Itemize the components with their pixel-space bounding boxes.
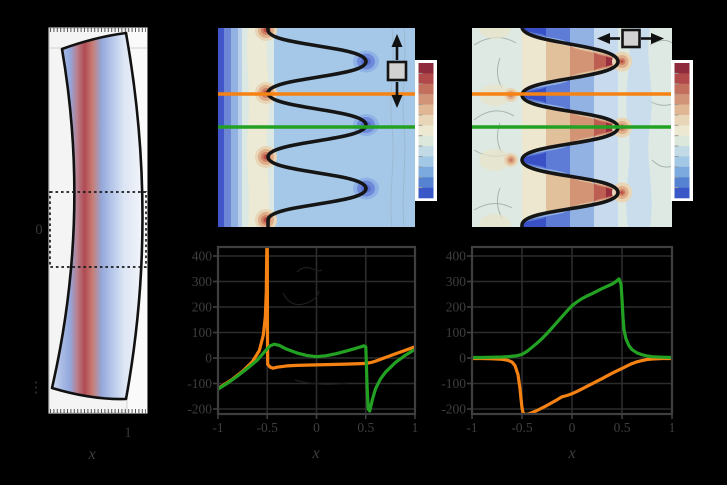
square-handle-icon[interactable] bbox=[386, 60, 408, 82]
ytick-label: 300 bbox=[192, 274, 213, 289]
xtick-label: 1 bbox=[412, 420, 419, 435]
curve-green-profile bbox=[472, 277, 672, 360]
contour-panel-horizontal-shift bbox=[472, 28, 693, 227]
colorbar-band bbox=[674, 177, 690, 188]
contour-bullseye bbox=[509, 158, 513, 162]
colorbar-band bbox=[674, 146, 690, 157]
zoom-window-dotted-rect[interactable] bbox=[49, 191, 147, 268]
ytick-label: 200 bbox=[446, 300, 467, 315]
br-curves bbox=[472, 277, 672, 415]
xtick-label: 0.5 bbox=[357, 420, 374, 435]
colorbar-band bbox=[418, 166, 434, 178]
bm-faint-legend-marks bbox=[282, 266, 348, 386]
ytick-label: 200 bbox=[192, 300, 213, 315]
colorbar-band bbox=[418, 187, 434, 199]
ytick-label: 300 bbox=[446, 274, 467, 289]
ytick-label: -100 bbox=[441, 376, 466, 391]
ytick-label: 400 bbox=[192, 249, 213, 264]
profile-plot-vertical-shift: -1 -0.5 0 0.5 1 400 300 200 100 0 -100 -200 x bbox=[187, 245, 418, 462]
colorbar-band bbox=[418, 146, 434, 157]
beam-axis-ellipsis: ⋮ bbox=[29, 380, 44, 396]
colorbar-band bbox=[418, 63, 434, 74]
up-arrow-icon bbox=[391, 34, 403, 47]
xtick-label: -0.5 bbox=[511, 420, 533, 435]
ytick-label: -100 bbox=[187, 376, 212, 391]
square-handle-icon[interactable] bbox=[621, 28, 641, 49]
colorbar-band bbox=[418, 114, 434, 126]
ytick-label: 100 bbox=[192, 325, 213, 340]
xtick-label: -1 bbox=[466, 420, 477, 435]
cool-wedge-band bbox=[522, 151, 546, 169]
horizontal-drag-handle[interactable] bbox=[597, 28, 664, 49]
colorbar-band bbox=[674, 104, 690, 116]
xtick-label: -1 bbox=[212, 420, 223, 435]
colorbar-band bbox=[674, 156, 690, 168]
colorbar-band bbox=[674, 166, 690, 178]
br-frame bbox=[470, 245, 674, 416]
contour-b-features bbox=[479, 28, 632, 227]
beam-panel: 0 ⋮ 1 x bbox=[29, 27, 148, 463]
xtick-label: 0.5 bbox=[614, 420, 631, 435]
contour-cream-blob bbox=[479, 214, 511, 227]
colorbar-band bbox=[674, 135, 690, 147]
colorbar-band bbox=[418, 94, 434, 105]
colorbar-band bbox=[418, 83, 434, 95]
ytick-label: 0 bbox=[459, 351, 466, 366]
ytick-label: 400 bbox=[446, 249, 467, 264]
interface-curve-a bbox=[266, 28, 368, 227]
profile-plot-horizontal-shift: -1 -0.5 0 0.5 1 400 300 200 100 0 -100 -200 x bbox=[441, 245, 675, 462]
contour-cream-blob bbox=[479, 28, 511, 39]
contour-panel-vertical-shift bbox=[218, 28, 437, 227]
cool-wedge-band bbox=[522, 216, 546, 227]
colorbar-band bbox=[674, 94, 690, 105]
br-tick-labels: -1 -0.5 0 0.5 1 400 300 200 100 0 -100 -200 bbox=[441, 249, 675, 436]
colorbar-band bbox=[674, 63, 690, 74]
xtick-label: 0 bbox=[313, 420, 320, 435]
bm-tick-labels: -1 -0.5 0 0.5 1 400 300 200 100 0 -100 -200 bbox=[187, 249, 418, 436]
curve-orange-profile bbox=[218, 246, 415, 391]
colorbar-band bbox=[418, 135, 434, 147]
colorbar-band bbox=[674, 125, 690, 136]
xtick-label: -0.5 bbox=[257, 420, 279, 435]
beam-xlabel: x bbox=[87, 446, 95, 463]
contour-cream-blob bbox=[479, 149, 511, 171]
ytick-label: 100 bbox=[446, 325, 467, 340]
bm-xlabel: x bbox=[311, 445, 319, 462]
left-arrow-icon bbox=[597, 33, 610, 44]
bm-frame bbox=[216, 245, 417, 416]
colorbar-band bbox=[674, 73, 690, 85]
colorbar-band bbox=[418, 177, 434, 188]
colorbar-band bbox=[418, 104, 434, 116]
contour-bullseye bbox=[620, 191, 624, 194]
vertical-drag-handle[interactable] bbox=[386, 34, 408, 108]
down-arrow-icon bbox=[391, 95, 403, 108]
colorbar-a bbox=[415, 60, 437, 201]
colorbar-band bbox=[674, 83, 690, 95]
contour-bullseye bbox=[620, 60, 624, 63]
colorbar-band bbox=[418, 73, 434, 85]
bm-curves bbox=[218, 246, 415, 413]
ytick-label: -200 bbox=[441, 402, 466, 417]
beam-xtick-one: 1 bbox=[124, 425, 131, 441]
colorbar-band bbox=[674, 114, 690, 126]
colorbar-b bbox=[671, 60, 693, 201]
colorbar-band bbox=[418, 156, 434, 168]
beam-ytick-zero: 0 bbox=[35, 222, 42, 238]
cool-wedge-band bbox=[522, 28, 546, 37]
br-xlabel: x bbox=[567, 445, 575, 462]
xtick-label: 1 bbox=[669, 420, 676, 435]
curve-orange-profile bbox=[472, 356, 672, 415]
curve-green-profile bbox=[218, 342, 415, 413]
ytick-label: -200 bbox=[187, 402, 212, 417]
colorbar-band bbox=[418, 125, 434, 136]
xtick-label: 0 bbox=[569, 420, 576, 435]
ytick-label: 0 bbox=[205, 351, 212, 366]
bent-beam-heatmap bbox=[50, 31, 144, 401]
bm-gridlines bbox=[213, 247, 416, 419]
right-arrow-icon bbox=[651, 33, 664, 44]
colorbar-band bbox=[674, 187, 690, 199]
